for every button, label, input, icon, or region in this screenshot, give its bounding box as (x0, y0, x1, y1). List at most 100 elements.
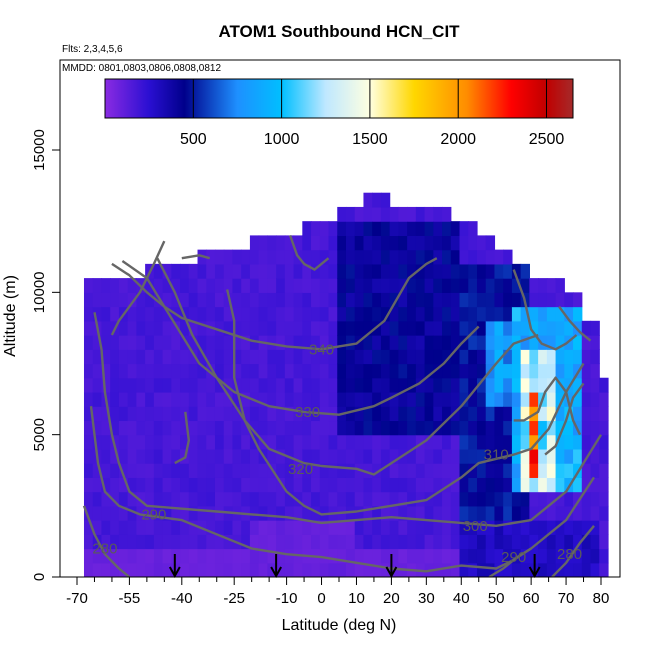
heatmap-cell (389, 391, 399, 407)
heatmap-cell (345, 548, 356, 564)
heatmap-cell (241, 363, 251, 379)
heatmap-cell (363, 235, 373, 251)
heatmap-cell (380, 406, 391, 422)
heatmap-cell (468, 363, 478, 379)
heatmap-cell (267, 505, 277, 521)
contour-line (513, 376, 582, 436)
heatmap-cell (302, 263, 312, 279)
heatmap-cell (555, 391, 565, 407)
heatmap-cell (372, 249, 382, 265)
heatmap-cell (118, 534, 129, 550)
heatmap-cell (345, 278, 356, 293)
heatmap-cell (415, 221, 426, 236)
heatmap-cell (319, 335, 330, 350)
heatmap-cell (145, 505, 155, 521)
heatmap-cell (389, 235, 399, 251)
heatmap-cell (337, 448, 347, 464)
heatmap-cell (511, 320, 522, 336)
x-tick-label: -10 (276, 590, 298, 607)
heatmap-cell (232, 306, 242, 322)
heatmap-cell (92, 306, 103, 322)
heatmap-cell (520, 278, 530, 293)
heatmap-cell (564, 520, 574, 535)
heatmap-cell (223, 463, 234, 478)
heatmap-cell (302, 562, 312, 577)
heatmap-cell (590, 335, 600, 350)
heatmap-cell (241, 263, 251, 279)
heatmap-cell (529, 477, 539, 493)
heatmap-cell (171, 363, 181, 379)
heatmap-cell (241, 477, 251, 493)
heatmap-cell (241, 491, 251, 507)
heatmap-cell (573, 448, 583, 464)
heatmap-cell (118, 406, 129, 422)
heatmap-cell (529, 292, 539, 308)
heatmap-cell (599, 434, 609, 450)
heatmap-cell (206, 448, 216, 464)
heatmap-cell (599, 406, 609, 422)
heatmap-cell (276, 278, 286, 293)
heatmap-cell (546, 349, 557, 365)
heatmap-cell (258, 278, 268, 293)
heatmap-cell (267, 335, 277, 350)
heatmap-cell (433, 349, 443, 365)
heatmap-cell (118, 434, 129, 450)
heatmap-cell (433, 434, 443, 450)
heatmap-cell (101, 377, 111, 393)
heatmap-cell (197, 505, 207, 521)
heatmap-cell (424, 534, 434, 550)
heatmap-cell (503, 420, 513, 436)
heatmap-cell (363, 448, 373, 464)
heatmap-cell (162, 335, 172, 350)
heatmap-cell (83, 278, 94, 293)
heatmap-cell (127, 448, 137, 464)
heatmap-cell (459, 249, 469, 265)
heatmap-cell (319, 477, 330, 493)
heatmap-cell (284, 363, 295, 379)
heatmap-cell (503, 278, 513, 293)
heatmap-cell (546, 306, 557, 322)
heatmap-cell (494, 263, 504, 279)
heatmap-cell (546, 278, 557, 293)
heatmap-cell (188, 363, 199, 379)
heatmap-cell (459, 548, 469, 564)
heatmap-cell (424, 520, 434, 535)
heatmap-cell (415, 249, 426, 265)
heatmap-cell (476, 335, 487, 350)
heatmap-cell (276, 562, 286, 577)
heatmap-cell (206, 363, 216, 379)
heatmap-cell (127, 491, 137, 507)
heatmap-cell (145, 548, 155, 564)
heatmap-cell (136, 420, 146, 436)
flight-arrow (385, 554, 398, 579)
heatmap-cell (538, 463, 548, 478)
contour-line (544, 382, 585, 456)
heatmap-cell (284, 434, 295, 450)
heatmap-cell (581, 534, 592, 550)
y-axis-label: Altitude (m) (2, 275, 19, 357)
heatmap-cell (171, 520, 181, 535)
heatmap-cell (241, 520, 251, 535)
heatmap-cell (354, 306, 365, 322)
heatmap-cell (118, 349, 129, 365)
heatmap-cell (110, 306, 120, 322)
heatmap-cell (223, 491, 234, 507)
heatmap-cell (398, 249, 408, 265)
heatmap-cell (398, 292, 408, 308)
heatmap-cell (241, 306, 251, 322)
heatmap-cell (206, 548, 216, 564)
heatmap-cell (249, 363, 260, 379)
contour-line (558, 305, 592, 342)
heatmap-cell (206, 349, 216, 365)
heatmap-cell (415, 520, 426, 535)
heatmap-cell (415, 335, 426, 350)
heatmap-cell (188, 263, 199, 279)
heatmap-cell (407, 278, 417, 293)
heatmap-cell (223, 562, 234, 577)
heatmap-cell (232, 562, 242, 577)
heatmap-cell (302, 491, 312, 507)
contour-line (288, 235, 330, 271)
heatmap-cell (293, 562, 303, 577)
heatmap-cell (83, 420, 94, 436)
heatmap-cell (249, 548, 260, 564)
